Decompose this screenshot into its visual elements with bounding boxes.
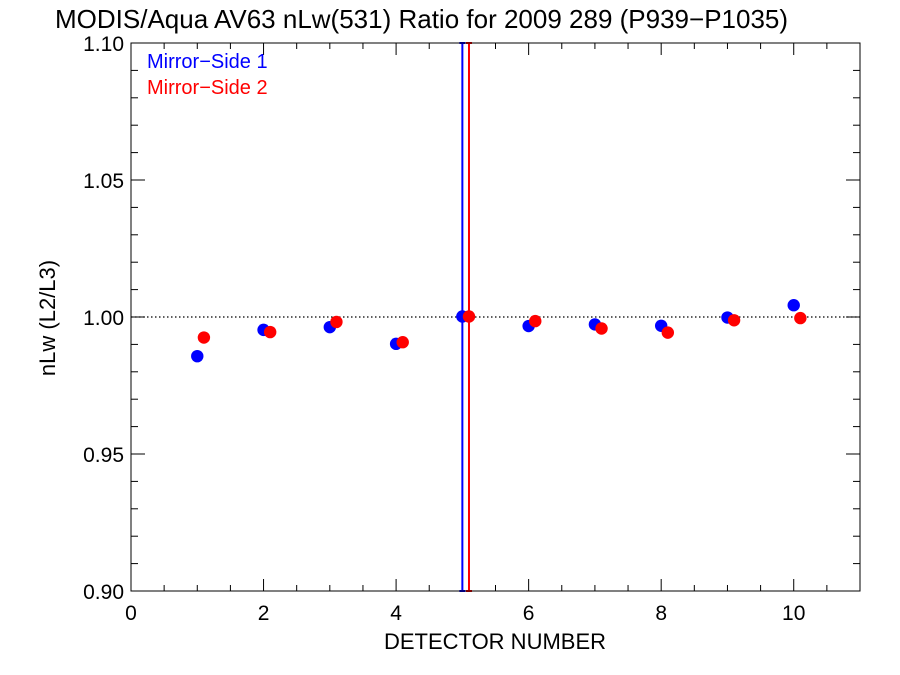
legend-entry-1: Mirror−Side 1: [147, 51, 268, 73]
point-series-2: [529, 314, 542, 328]
point-series-2: [263, 325, 277, 339]
y-tick-label: 0.90: [83, 581, 124, 604]
point-series-1: [787, 299, 800, 312]
legend: Mirror−Side 1 Mirror−Side 2: [147, 51, 268, 99]
point-series-2: [330, 315, 343, 329]
x-tick-label: 10: [782, 602, 805, 625]
y-tick-label: 1.00: [83, 307, 124, 330]
point-series-2: [727, 314, 741, 327]
point-series-2: [462, 310, 476, 323]
point-series-1: [191, 349, 204, 363]
point-series-2: [595, 322, 608, 335]
point-series-2: [794, 311, 807, 325]
x-tick-label: 8: [655, 602, 667, 625]
chart-title: MODIS/Aqua AV63 nLw(531) Ratio for 2009 …: [55, 4, 788, 34]
point-series-2: [661, 326, 675, 339]
point-series-2: [396, 336, 409, 349]
y-axis-label: nLw (L2/L3): [35, 260, 60, 376]
x-axis-label: DETECTOR NUMBER: [384, 629, 606, 654]
legend-entry-2: Mirror−Side 2: [147, 77, 268, 99]
y-tick-label: 1.10: [83, 33, 124, 56]
point-series-2: [197, 331, 211, 344]
x-tick-label: 0: [125, 602, 137, 625]
axis-ticks: 0 2 4 6 8 10 0.90 0.95 1.00 1.05 1.10: [83, 33, 861, 625]
data-points: [191, 299, 807, 363]
x-tick-label: 2: [258, 602, 270, 625]
x-tick-label: 6: [523, 602, 535, 625]
plot-frame: [130, 42, 861, 592]
y-tick-label: 0.95: [83, 444, 124, 467]
x-tick-label: 4: [390, 602, 402, 625]
y-tick-label: 1.05: [83, 170, 124, 193]
